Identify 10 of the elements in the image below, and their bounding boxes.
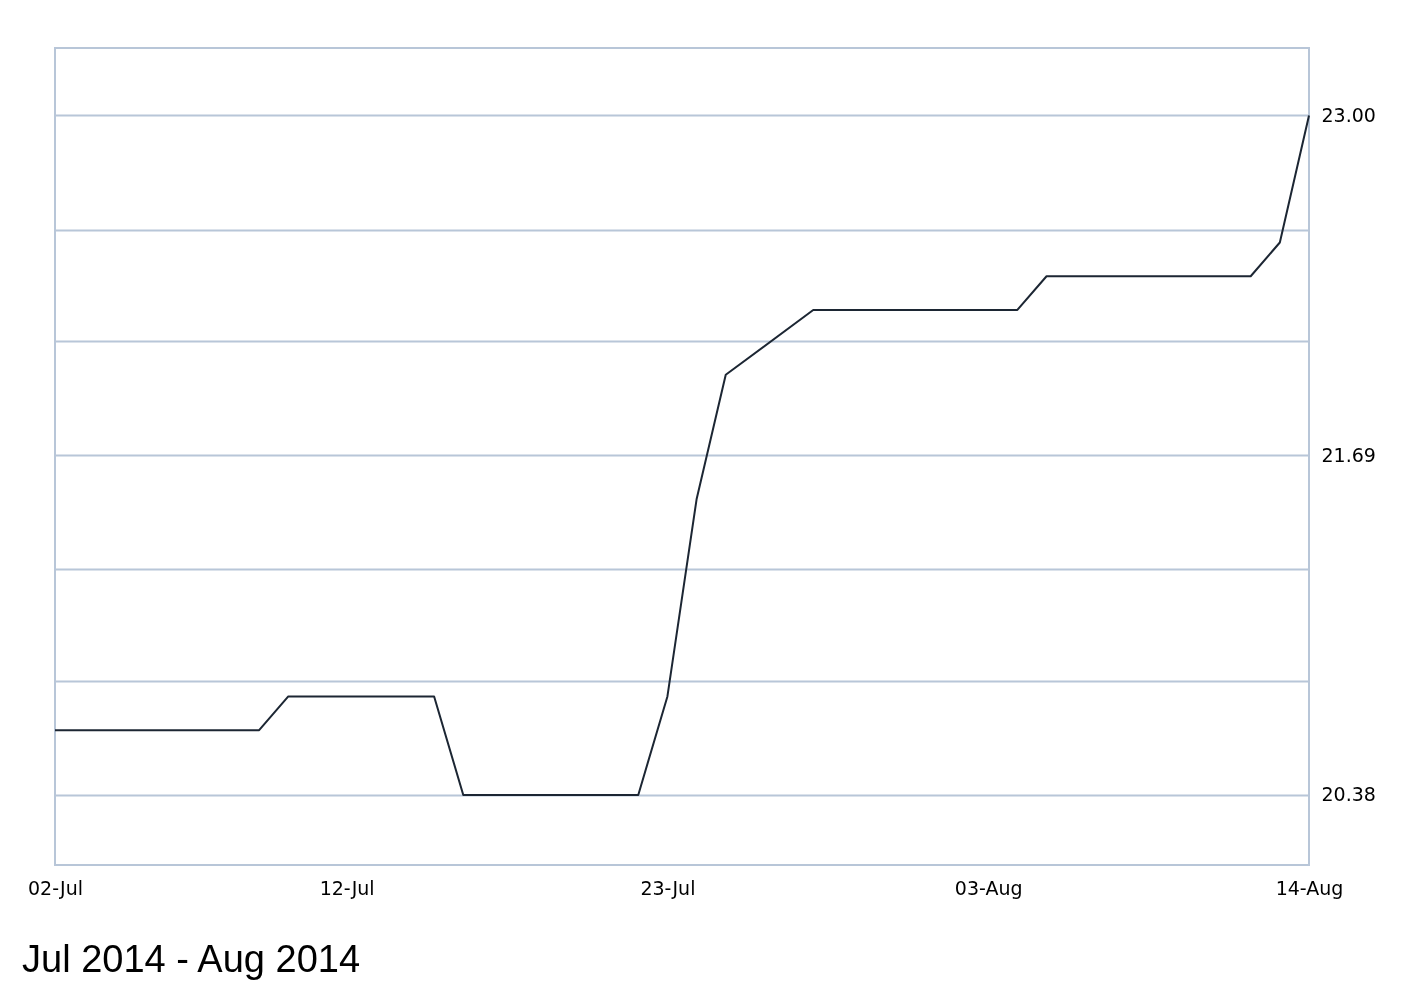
x-tick-label: 23-Jul <box>640 876 696 899</box>
x-tick-label: 14-Aug <box>1275 876 1344 899</box>
y-tick-label: 20.38 <box>1321 783 1376 806</box>
y-tick-label: 23.00 <box>1321 103 1376 126</box>
y-tick-label: 21.69 <box>1321 443 1376 466</box>
x-tick-label: 12-Jul <box>319 876 375 899</box>
x-tick-label: 03-Aug <box>954 876 1023 899</box>
x-tick-label: 02-Jul <box>27 876 84 899</box>
line-series <box>54 114 1310 796</box>
text: Jul 2014 - Aug 2014 <box>22 938 361 981</box>
